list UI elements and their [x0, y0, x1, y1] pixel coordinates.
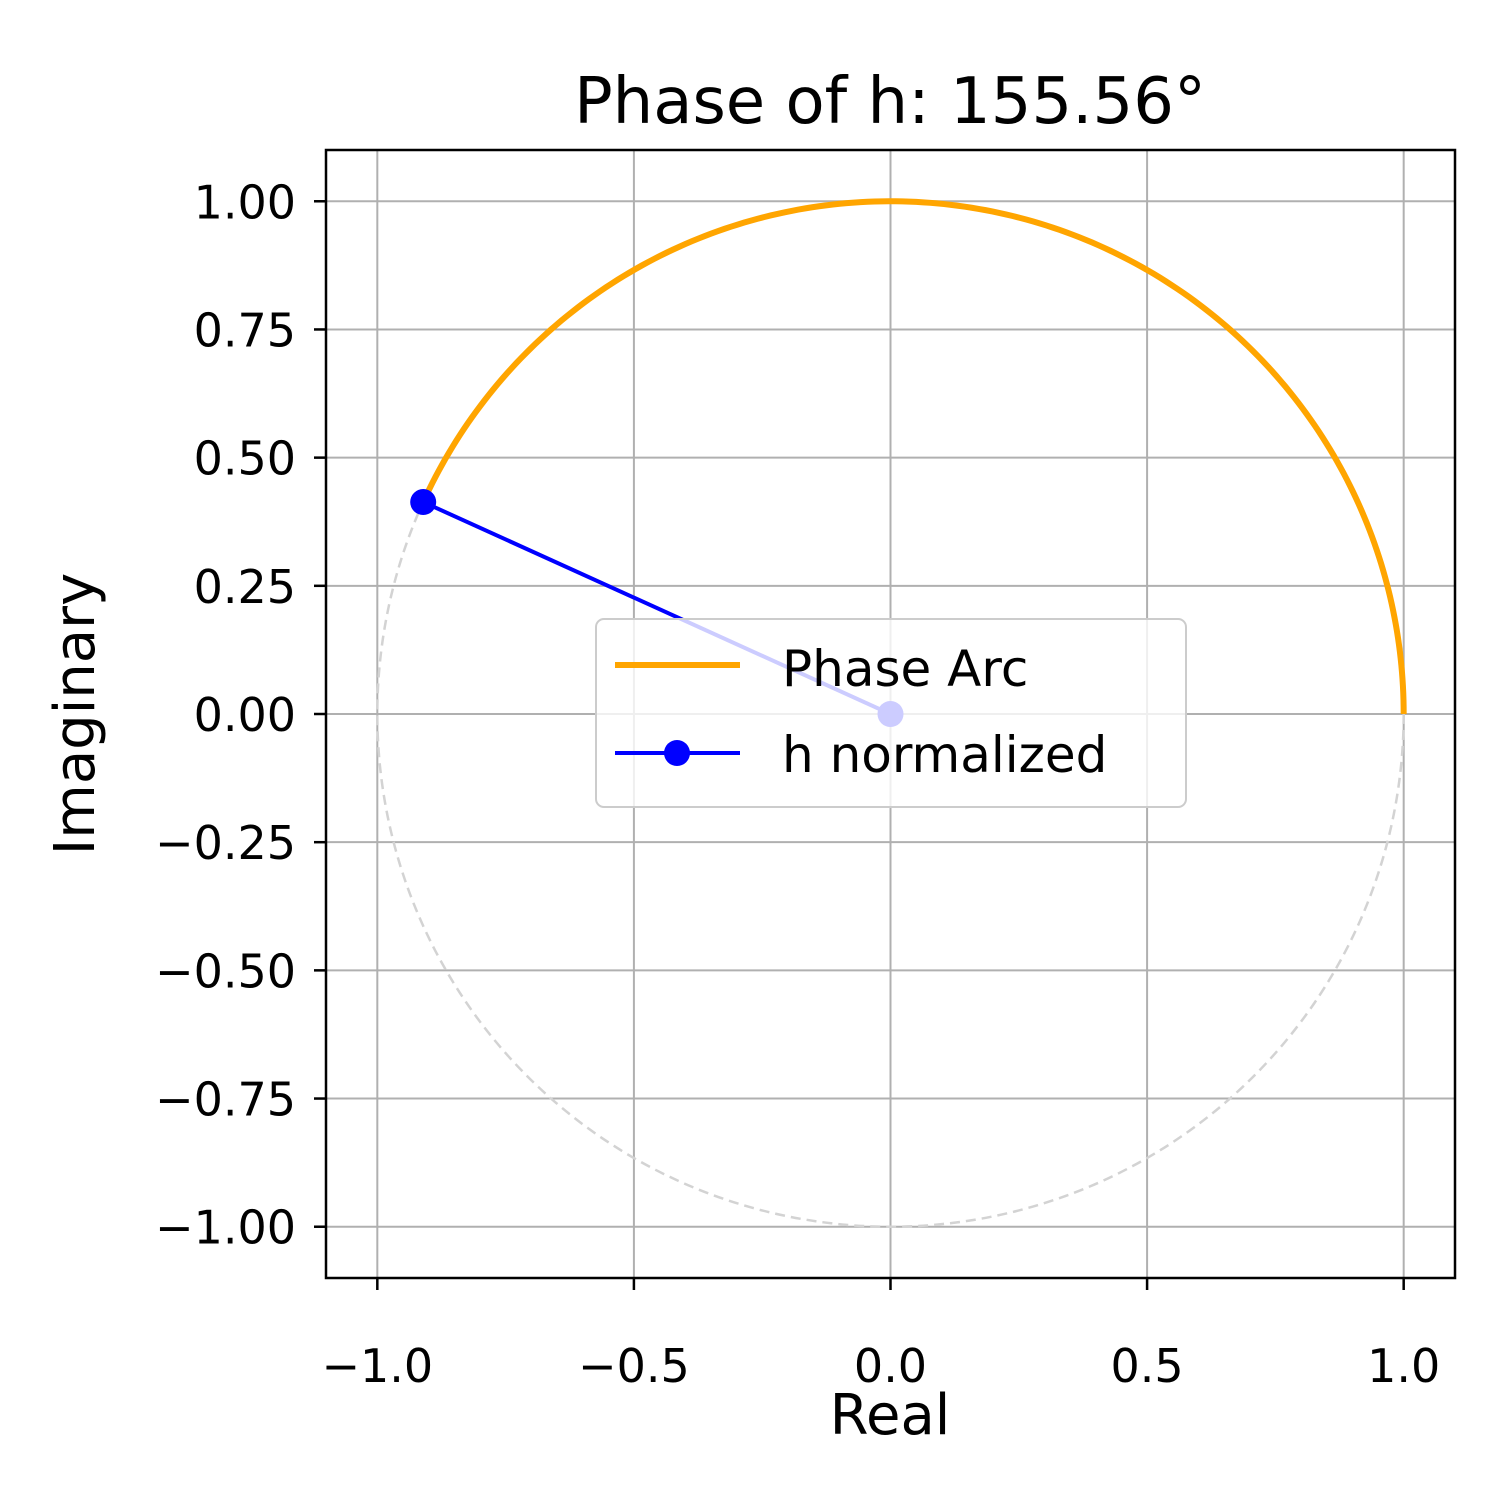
- series-phase-arc: [420, 198, 1407, 715]
- chart-title: Phase of h: 155.56°: [574, 65, 1206, 139]
- legend-label-h-normalized: h normalized: [782, 726, 1107, 784]
- legend-box: [595, 618, 1187, 808]
- y-axis-label: Imaginary: [43, 573, 108, 855]
- x-axis: −1.0 −0.5 0.0 0.5 1.0: [321, 1278, 1440, 1393]
- y-tick-label: 0.75: [194, 303, 296, 357]
- legend-label-phase-arc: Phase Arc: [782, 640, 1028, 698]
- x-tick-label: 0.5: [1111, 1339, 1184, 1393]
- legend: Phase Arc h normalized: [595, 618, 1187, 808]
- y-tick-label: 0.25: [194, 560, 296, 614]
- series-h-normalized-point: [410, 489, 437, 516]
- x-axis-label: Real: [830, 1383, 951, 1448]
- y-tick-label: −0.75: [155, 1073, 296, 1127]
- y-tick-label: 0.50: [194, 432, 296, 486]
- y-axis: 1.00 0.75 0.50 0.25 0.00 −0.25 −0.50 −0.75 −1.00: [155, 175, 326, 1255]
- y-tick-label: −0.50: [155, 944, 296, 998]
- y-tick-label: −0.25: [155, 816, 296, 870]
- y-tick-label: 1.00: [194, 175, 296, 229]
- y-tick-label: 0.00: [194, 688, 296, 742]
- x-tick-label: −0.5: [578, 1339, 690, 1393]
- legend-marker-h-normalized: [664, 740, 690, 766]
- y-tick-label: −1.00: [155, 1201, 296, 1255]
- x-tick-label: 1.0: [1367, 1339, 1440, 1393]
- x-tick-label: −1.0: [321, 1339, 433, 1393]
- x-tick-label: 0.0: [854, 1339, 927, 1393]
